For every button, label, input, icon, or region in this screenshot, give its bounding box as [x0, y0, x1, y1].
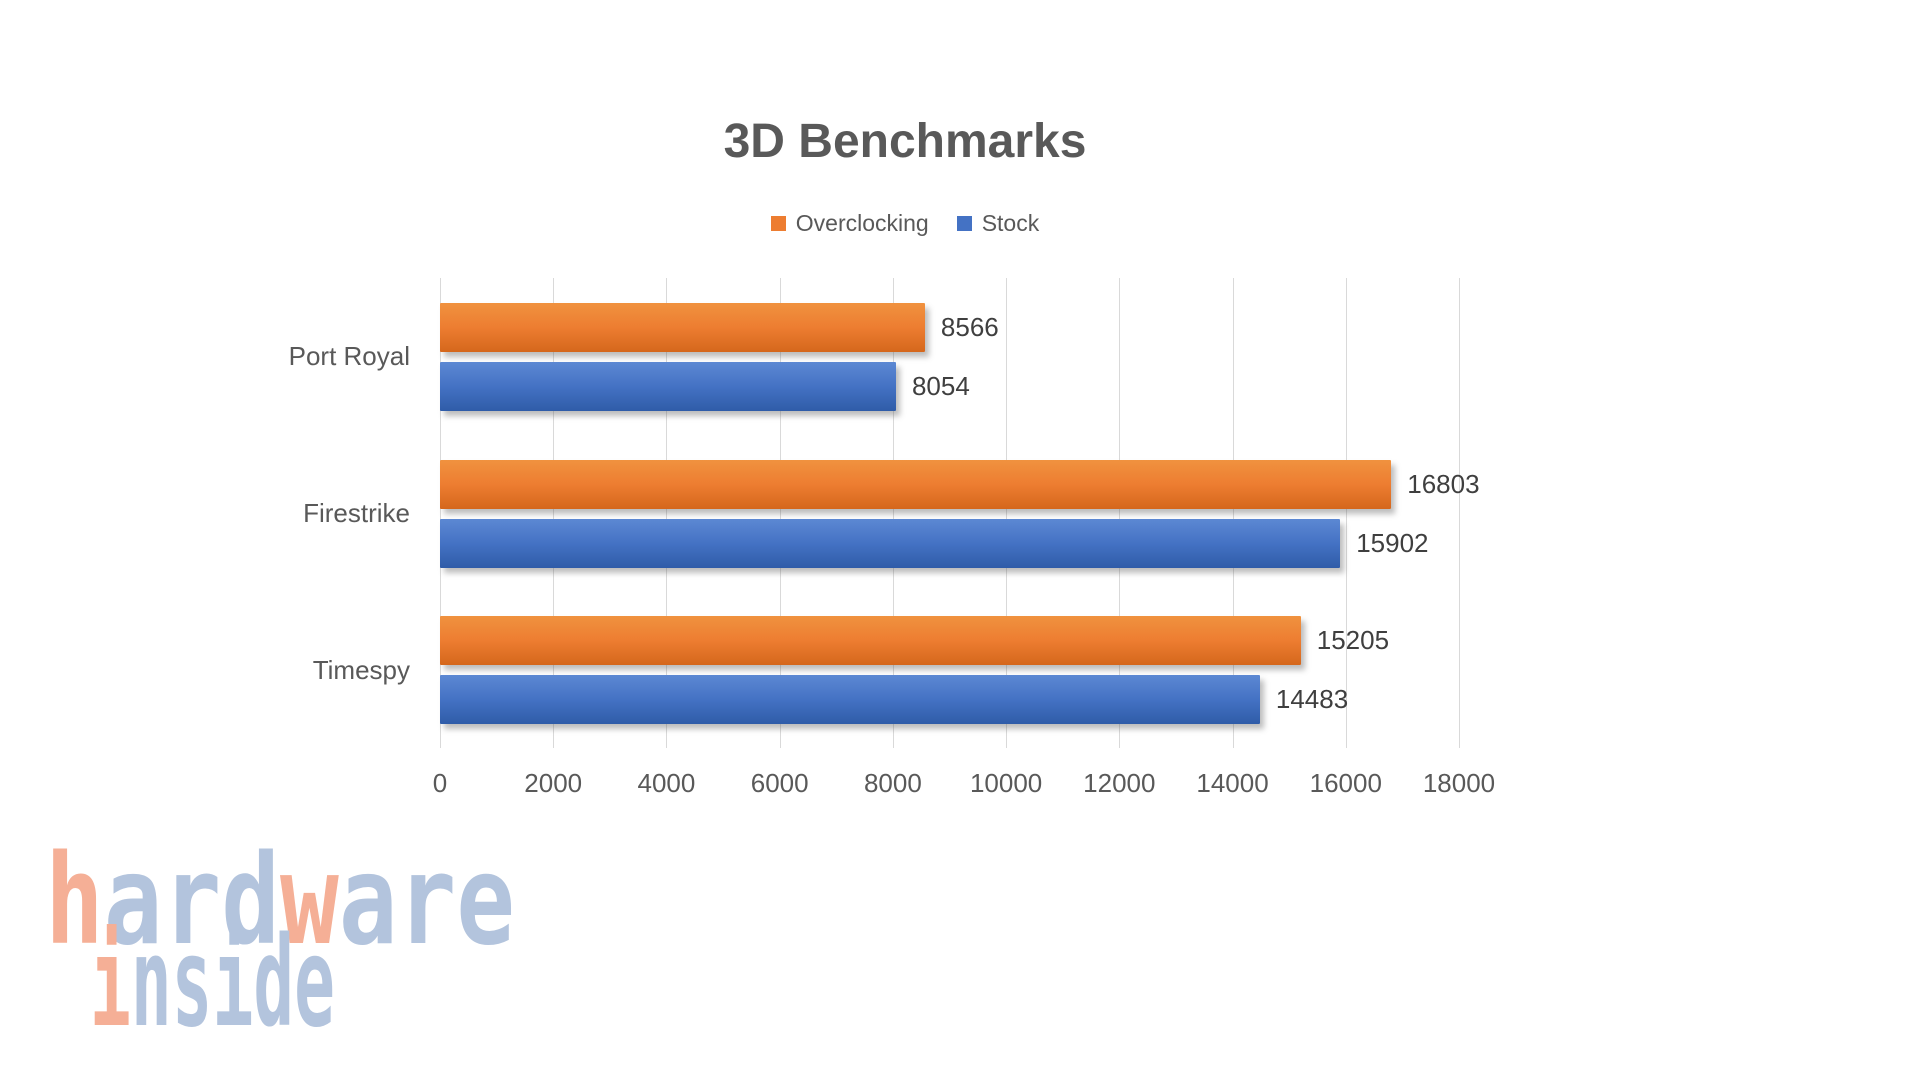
- value-label: 16803: [1407, 468, 1480, 499]
- category-label: Port Royal: [288, 341, 410, 372]
- value-label: 15902: [1356, 527, 1429, 558]
- value-label: 8054: [911, 371, 970, 401]
- x-axis: 0 2000 4000 6000 8000 10000 12000 14000 16000 180…: [433, 768, 1495, 802]
- gridline: [892, 278, 894, 748]
- gridline: [1459, 278, 1460, 748]
- gridline: [666, 278, 668, 748]
- legend: Overclocking Stock: [0, 210, 1810, 237]
- legend-swatch-stock: [956, 216, 972, 231]
- gridline: [1006, 278, 1008, 748]
- x-tick-label: 8000: [863, 768, 922, 798]
- x-tick-label: 0: [432, 768, 448, 798]
- gridline: [1232, 278, 1234, 748]
- chart-title: 3D Benchmarks: [723, 115, 1087, 168]
- bar-stock: [440, 362, 896, 411]
- bar-overclocking: [440, 459, 1392, 509]
- x-tick-label: 4000: [637, 768, 696, 798]
- bar-overclocking: [440, 303, 925, 352]
- logo-line1: hardware: [45, 838, 515, 973]
- gridline: [1119, 278, 1121, 748]
- x-tick-label: 14000: [1196, 768, 1269, 798]
- gridline: [1345, 278, 1347, 748]
- legend-item-overclocking: Overclocking: [770, 210, 929, 237]
- category-label: Firestrike: [303, 498, 410, 528]
- plot-area: Port Royal 8566 8054 Firestrike 16803 15902 Ti…: [289, 278, 1480, 748]
- value-label: 14483: [1275, 684, 1349, 715]
- x-tick-label: 16000: [1309, 768, 1382, 798]
- legend-label: Overclocking: [795, 210, 929, 236]
- x-tick-label: 10000: [969, 768, 1043, 798]
- bar-stock: [440, 518, 1341, 568]
- bar-overclocking: [440, 616, 1301, 666]
- logo-line2: inside: [90, 911, 335, 1053]
- value-label: 8566: [940, 312, 999, 342]
- gridline: [440, 278, 441, 748]
- legend-label: Stock: [981, 210, 1040, 236]
- bar-stock: [440, 675, 1260, 725]
- legend-item-stock: Stock: [956, 210, 1040, 237]
- hardware-inside-logo: hardware inside: [45, 838, 515, 1053]
- gridline: [553, 278, 555, 748]
- category-label: Timespy: [312, 654, 410, 685]
- x-tick-label: 12000: [1083, 768, 1156, 798]
- value-label: 15205: [1316, 625, 1390, 656]
- x-tick-label: 6000: [750, 768, 809, 798]
- x-tick-label: 2000: [524, 768, 583, 798]
- gridline: [779, 278, 781, 748]
- legend-swatch-overclocking: [770, 216, 786, 231]
- x-tick-label: 18000: [1422, 768, 1496, 798]
